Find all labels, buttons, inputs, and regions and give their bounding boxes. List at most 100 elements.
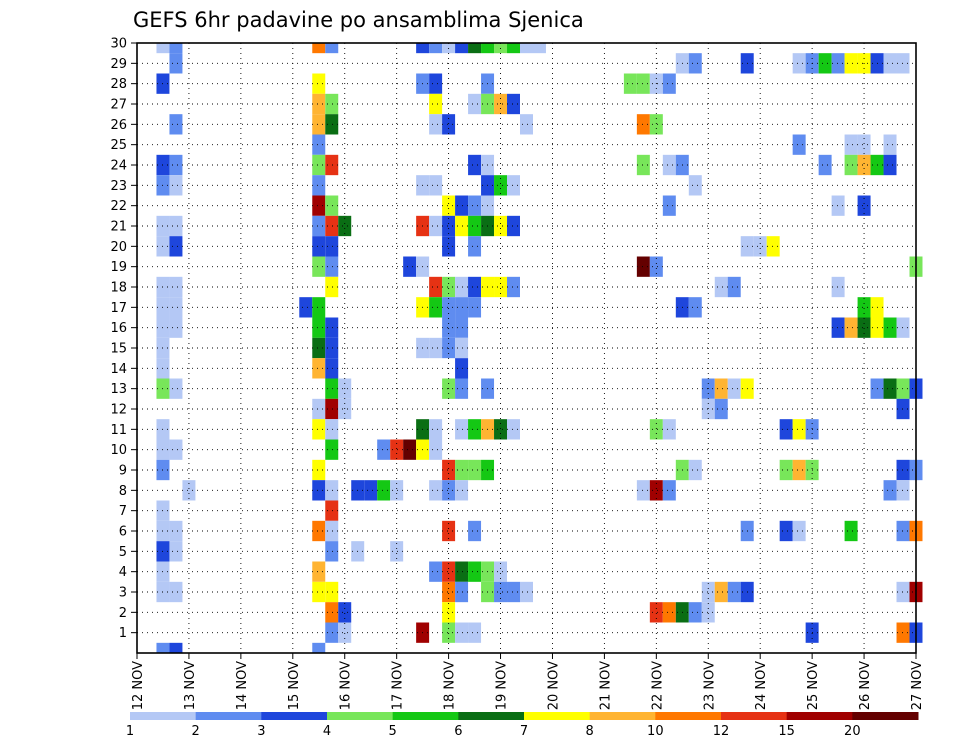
- y-tick-label: 19: [110, 260, 127, 275]
- heatmap-cell: [857, 195, 871, 216]
- plot-frame: [136, 42, 917, 654]
- heatmap-cell: [312, 236, 326, 257]
- heatmap-cell: [442, 602, 456, 623]
- heatmap-cell: [636, 256, 650, 277]
- x-axis-ticks: 12 NOV 13 NOV 14 NOV 15 NOV 16 NOV 17 NOV 18 N…: [131, 653, 925, 710]
- heatmap-cell: [429, 561, 443, 582]
- x-tick-label: 24 NOV: [754, 661, 769, 710]
- x-tick-label: 21 NOV: [598, 661, 613, 710]
- heatmap-cell: [364, 480, 378, 501]
- heatmap-cell: [507, 419, 520, 440]
- heatmap-cell: [312, 642, 326, 653]
- y-tick-label: 20: [110, 240, 127, 255]
- heatmap-cell: [468, 195, 482, 216]
- heatmap-cell: [442, 215, 456, 237]
- heatmap-cell: [169, 581, 183, 603]
- heatmap-cell: [429, 439, 443, 460]
- heatmap-cell: [338, 602, 352, 623]
- heatmap-cell: [507, 175, 520, 196]
- heatmap-cell: [312, 114, 326, 135]
- x-tick-label: 18 NOV: [443, 661, 458, 710]
- heatmap-cell: [779, 459, 793, 481]
- y-tick-label: 18: [110, 281, 127, 296]
- legend-swatch: [786, 712, 853, 720]
- heatmap-cell: [325, 520, 339, 542]
- heatmap-cell: [468, 93, 482, 115]
- heatmap-cell: [896, 459, 910, 481]
- heatmap-cell: [662, 154, 676, 176]
- heatmap-cell: [455, 215, 469, 237]
- heatmap-cell: [338, 622, 352, 643]
- heatmap-cell: [857, 297, 871, 318]
- heatmap-cell: [312, 520, 326, 542]
- x-tick-label: 20 NOV: [546, 661, 561, 710]
- heatmap-cell: [701, 581, 715, 603]
- x-tick-label: 16 NOV: [339, 661, 354, 710]
- heatmap-cell: [429, 276, 443, 298]
- heatmap-cell: [714, 581, 728, 603]
- heatmap-cell: [727, 276, 741, 298]
- legend-label: 4: [323, 724, 331, 739]
- legend-swatch: [852, 712, 919, 720]
- y-tick-label: 24: [110, 159, 127, 174]
- heatmap-cell: [442, 459, 456, 481]
- x-tick-label: 12 NOV: [131, 661, 146, 710]
- heatmap-cell: [390, 541, 404, 562]
- heatmap-cell: [792, 459, 806, 481]
- heatmap-cell: [455, 358, 469, 379]
- legend-label: 5: [389, 724, 397, 739]
- heatmap-cell: [701, 602, 715, 623]
- heatmap-cell: [468, 561, 482, 582]
- heatmap-cell: [636, 480, 650, 501]
- heatmap-cell: [169, 642, 183, 653]
- legend-swatch: [195, 712, 262, 720]
- heatmap-cell: [325, 276, 339, 298]
- x-tick-label: 23 NOV: [702, 661, 717, 710]
- x-tick-label: 27 NOV: [910, 661, 925, 710]
- heatmap-cell: [312, 134, 326, 155]
- heatmap-cell: [312, 581, 326, 603]
- heatmap-cell: [169, 541, 183, 562]
- heatmap-cell: [442, 622, 456, 643]
- heatmap-cell: [662, 419, 676, 440]
- heatmap-cell: [688, 602, 702, 623]
- heatmap-cell: [792, 53, 806, 74]
- y-tick-label: 8: [119, 484, 127, 499]
- heatmap-cell: [494, 276, 508, 298]
- heatmap-cell: [169, 53, 183, 74]
- chart-title: GEFS 6hr padavine po ansamblima Sjenica: [133, 8, 584, 32]
- heatmap-cell: [455, 195, 469, 216]
- heatmap-cell: [857, 317, 871, 338]
- y-tick-label: 12: [110, 403, 127, 418]
- heatmap-cell: [818, 154, 832, 176]
- heatmap-cell: [455, 317, 469, 338]
- legend-label: 8: [586, 724, 594, 739]
- heatmap-cell: [831, 195, 845, 216]
- heatmap-cell: [169, 114, 183, 135]
- heatmap-cell: [494, 581, 508, 603]
- heatmap-cell: [455, 337, 469, 359]
- heatmap-cell: [325, 500, 339, 521]
- heatmap-cell: [416, 43, 430, 54]
- heatmap-cell: [325, 581, 339, 603]
- y-tick-label: 2: [119, 606, 127, 621]
- x-tick-label: 14 NOV: [235, 661, 250, 710]
- heatmap-cell: [325, 256, 339, 277]
- heatmap-cell: [507, 215, 520, 237]
- heatmap-cell: [857, 154, 871, 176]
- heatmap-cell: [377, 480, 391, 501]
- heatmap-cell: [844, 134, 858, 155]
- heatmap-cell: [312, 195, 326, 216]
- y-tick-label: 28: [110, 77, 127, 92]
- heatmap-cell: [429, 419, 443, 440]
- heatmap-cell: [325, 622, 339, 643]
- legend-swatch: [130, 712, 197, 720]
- heatmap-cell: [494, 175, 508, 196]
- x-tick-label: 15 NOV: [287, 661, 302, 710]
- heatmap-cell: [312, 480, 326, 501]
- heatmap-cell: [312, 398, 326, 420]
- heatmap-cell: [403, 256, 417, 277]
- y-tick-label: 26: [110, 118, 127, 133]
- heatmap-cell: [714, 398, 728, 420]
- heatmap-cell: [662, 195, 676, 216]
